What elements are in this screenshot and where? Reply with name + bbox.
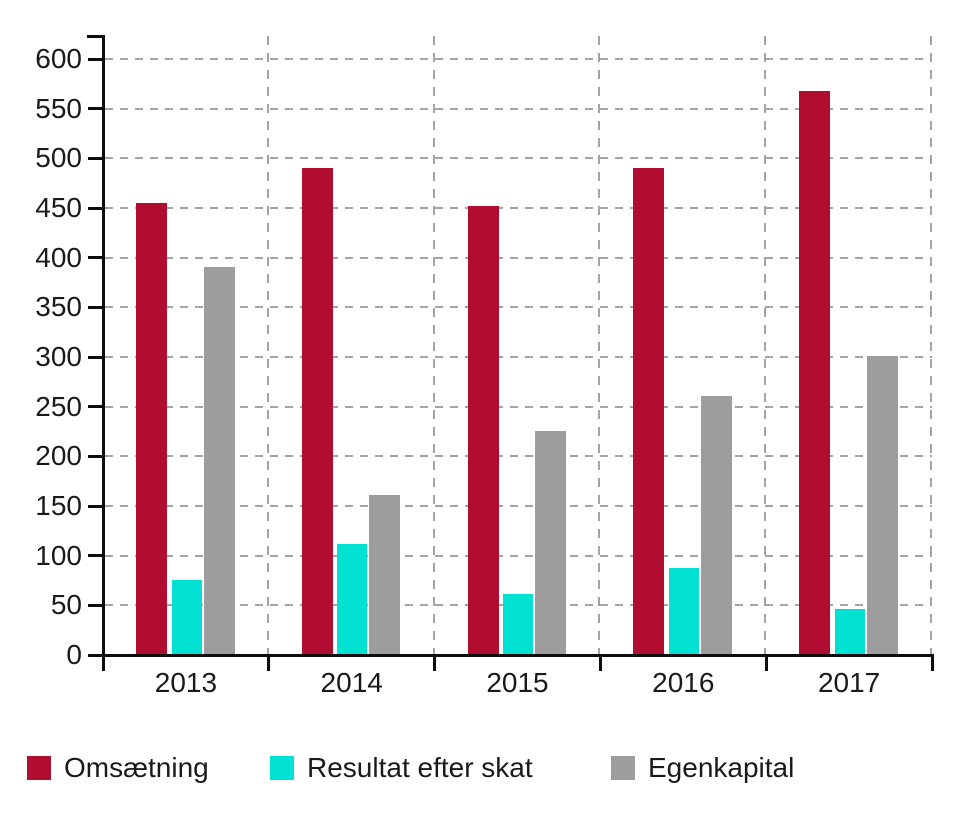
gridline-x-1 xyxy=(266,36,269,654)
gridline-y-550 xyxy=(105,107,932,110)
bar-resultat-efter-skat-2016 xyxy=(668,567,699,655)
y-axis-top-cap xyxy=(87,35,103,38)
bar-omsaetning-2015 xyxy=(467,206,499,655)
x-axis-line xyxy=(101,654,934,657)
legend-label-egenkapital: Egenkapital xyxy=(648,752,795,783)
bar-omsaetning-2017 xyxy=(799,90,831,655)
y-axis-label-200: 200 xyxy=(35,440,82,472)
bar-egenkapital-2015 xyxy=(535,430,567,655)
bar-omsaetning-2014 xyxy=(301,168,333,655)
y-axis-line xyxy=(101,35,105,658)
y-tick-600 xyxy=(88,57,103,61)
gridline-y-200 xyxy=(105,455,932,458)
x-tick-4 xyxy=(764,654,768,671)
y-tick-300 xyxy=(88,355,103,359)
y-axis-label-500: 500 xyxy=(35,142,82,174)
y-tick-50 xyxy=(88,603,103,607)
gridline-x-5 xyxy=(930,36,932,654)
gridline-y-350 xyxy=(105,306,932,309)
y-axis-label-300: 300 xyxy=(35,341,82,372)
gridline-y-100 xyxy=(105,554,932,557)
y-axis-label-350: 350 xyxy=(35,291,82,323)
gridline-y-450 xyxy=(105,207,932,209)
y-tick-400 xyxy=(88,256,103,260)
x-axis-label-2016: 2016 xyxy=(652,667,715,698)
y-axis-label-100: 100 xyxy=(35,539,82,571)
y-tick-250 xyxy=(88,405,103,409)
legend-item-resultat-efter-skat: Resultat efter skat xyxy=(270,753,533,783)
gridline-y-300 xyxy=(105,356,932,358)
x-tick-2 xyxy=(433,654,437,671)
y-axis-label-50: 50 xyxy=(50,589,82,621)
y-tick-100 xyxy=(88,554,103,558)
bar-egenkapital-2016 xyxy=(700,395,732,655)
gridline-y-150 xyxy=(105,505,932,507)
y-axis-label-600: 600 xyxy=(35,43,82,74)
y-tick-350 xyxy=(88,305,103,309)
bar-omsaetning-2016 xyxy=(633,168,665,655)
x-axis-label-2014: 2014 xyxy=(320,667,383,698)
y-tick-550 xyxy=(88,107,103,111)
x-axis-label-2017: 2017 xyxy=(817,667,881,698)
bar-egenkapital-2014 xyxy=(369,495,401,655)
y-axis-label-400: 400 xyxy=(35,241,82,273)
x-tick-5 xyxy=(930,654,934,671)
bar-egenkapital-2013 xyxy=(203,266,235,655)
y-tick-450 xyxy=(88,206,103,210)
gridline-x-2 xyxy=(432,36,435,654)
bar-resultat-efter-skat-2013 xyxy=(171,579,202,655)
x-tick-3 xyxy=(598,654,602,671)
x-tick-0 xyxy=(101,654,105,671)
gridline-y-600 xyxy=(105,58,932,60)
x-axis-label-2015: 2015 xyxy=(486,667,549,698)
legend-item-omsaetning: Omsætning xyxy=(27,753,209,783)
gridline-y-250 xyxy=(105,405,932,408)
y-axis-label-0: 0 xyxy=(66,639,82,670)
y-axis-label-450: 450 xyxy=(35,192,82,223)
gridline-x-3 xyxy=(598,36,601,654)
y-tick-0 xyxy=(88,653,103,657)
x-tick-1 xyxy=(267,654,271,671)
y-axis-label-250: 250 xyxy=(35,390,82,422)
gridline-x-4 xyxy=(764,36,767,654)
resultat-efter-skat-swatch-icon xyxy=(270,756,294,780)
bar-egenkapital-2017 xyxy=(866,356,898,655)
legend-item-egenkapital: Egenkapital xyxy=(611,753,794,783)
y-axis-label-150: 150 xyxy=(35,490,82,521)
y-tick-500 xyxy=(88,156,103,160)
bar-resultat-efter-skat-2014 xyxy=(337,543,368,655)
gridline-y-500 xyxy=(105,157,932,160)
omsaetning-swatch-icon xyxy=(27,756,51,780)
bar-omsaetning-2013 xyxy=(136,203,167,655)
y-axis-label-550: 550 xyxy=(35,92,82,124)
legend-label-omsaetning: Omsætning xyxy=(64,752,209,783)
legend-label-resultat-efter-skat: Resultat efter skat xyxy=(307,752,533,783)
bar-resultat-efter-skat-2015 xyxy=(503,594,534,655)
x-axis-label-2013: 2013 xyxy=(154,667,218,698)
gridline-y-400 xyxy=(105,256,932,259)
bar-resultat-efter-skat-2017 xyxy=(834,609,865,655)
y-tick-150 xyxy=(88,504,103,508)
y-tick-200 xyxy=(88,454,103,458)
egenkapital-swatch-icon xyxy=(611,756,635,780)
